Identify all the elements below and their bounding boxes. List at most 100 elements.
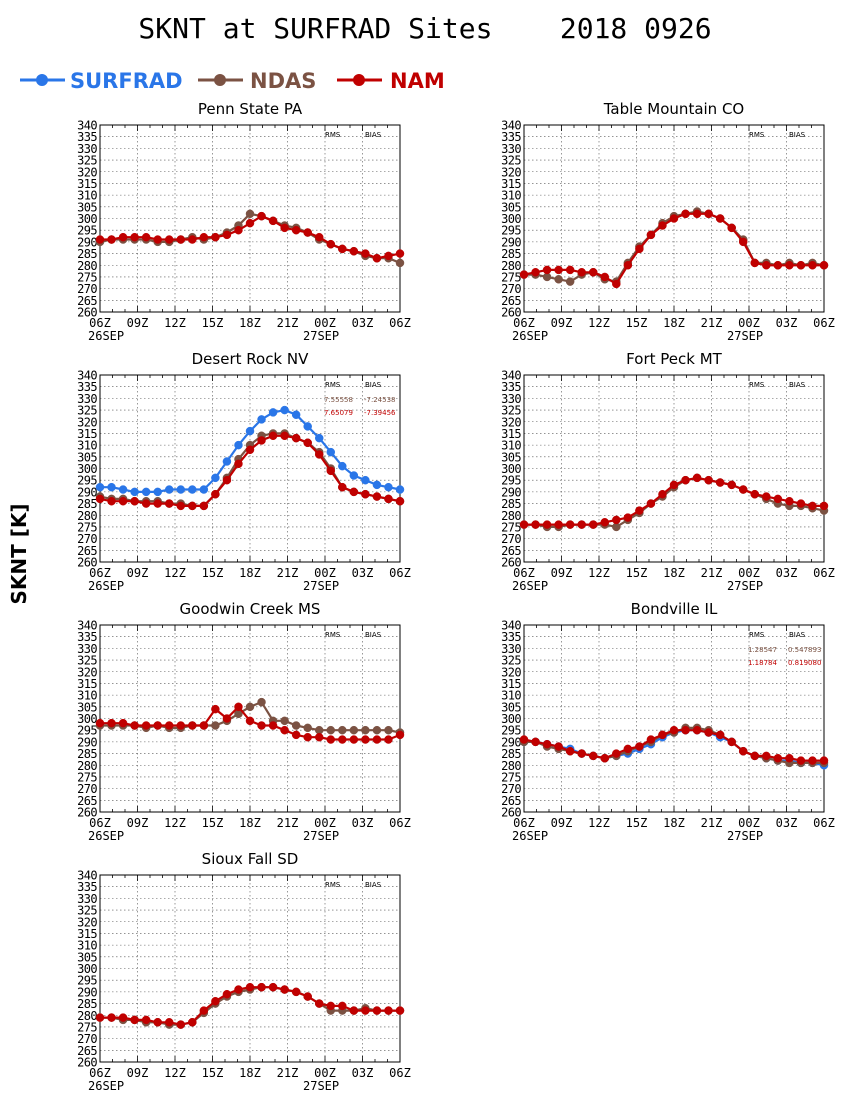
data-point-nam xyxy=(395,249,405,258)
x-tick-label: 15Z xyxy=(202,566,224,580)
data-point-nam xyxy=(646,230,656,240)
data-point-ndas xyxy=(280,716,289,726)
x-tick-label: 00Z xyxy=(738,566,760,580)
data-point-nam xyxy=(291,225,301,235)
data-point-nam xyxy=(808,501,817,511)
data-point-nam xyxy=(222,714,232,723)
data-point-nam xyxy=(291,730,301,740)
x-tick-label: 09Z xyxy=(551,316,573,330)
y-tick-label: 300 xyxy=(77,212,97,226)
page-title: SKNT at SURFRAD Sites 2018 0926 xyxy=(138,12,712,45)
data-point-nam xyxy=(600,753,610,763)
legend-item-nam: NAM xyxy=(337,69,445,93)
y-tick-label: 315 xyxy=(501,177,521,191)
data-point-nam xyxy=(326,735,336,744)
data-point-ndas xyxy=(395,258,405,268)
data-point-nam xyxy=(153,499,162,508)
data-point-nam xyxy=(542,265,552,275)
stats-header-rms: RMS xyxy=(325,881,341,889)
x-tick-label: 21Z xyxy=(277,816,299,830)
y-tick-label: 305 xyxy=(501,200,521,214)
y-tick-label: 290 xyxy=(77,735,97,749)
data-point-surfrad xyxy=(118,485,128,494)
data-point-nam xyxy=(291,987,301,997)
date-label: 26SEP xyxy=(512,829,548,843)
y-tick-label: 340 xyxy=(501,369,521,383)
chart-panel: Desert Rock NV26026527027528028529029530… xyxy=(77,350,411,593)
data-point-ndas xyxy=(291,721,301,730)
data-point-nam xyxy=(588,268,598,277)
y-tick-label: 305 xyxy=(77,450,97,464)
y-tick-label: 280 xyxy=(77,259,97,273)
x-tick-label: 18Z xyxy=(239,1066,261,1080)
y-tick-label: 340 xyxy=(77,119,97,133)
y-tick-label: 275 xyxy=(501,270,521,284)
y-tick-label: 295 xyxy=(501,224,521,238)
data-point-nam xyxy=(303,992,312,1001)
x-tick-label: 03Z xyxy=(776,816,798,830)
data-point-nam xyxy=(395,496,405,506)
data-point-nam xyxy=(658,730,667,740)
data-point-surfrad xyxy=(384,482,393,492)
y-tick-label: 300 xyxy=(77,462,97,476)
y-tick-label: 310 xyxy=(77,189,97,203)
x-tick-label: 03Z xyxy=(352,316,374,330)
data-point-nam xyxy=(704,728,713,737)
data-point-nam xyxy=(750,489,760,499)
data-point-ndas xyxy=(211,721,220,730)
y-tick-label: 335 xyxy=(501,380,521,394)
data-point-ndas xyxy=(338,725,347,735)
data-point-surfrad xyxy=(234,440,243,450)
stats-header-bias: BIAS xyxy=(365,131,382,139)
legend-item-surfrad: SURFRAD xyxy=(20,69,183,93)
date-label: 26SEP xyxy=(88,579,124,593)
data-point-nam xyxy=(314,450,324,459)
y-tick-label: 320 xyxy=(501,165,521,179)
y-tick-label: 270 xyxy=(77,1032,97,1046)
stats-header-rms: RMS xyxy=(325,131,341,139)
data-point-surfrad xyxy=(188,485,197,494)
data-point-nam xyxy=(750,258,760,268)
y-tick-label: 335 xyxy=(501,630,521,644)
x-tick-label: 21Z xyxy=(277,566,299,580)
y-tick-label: 330 xyxy=(77,392,97,406)
y-tick-label: 260 xyxy=(501,306,521,320)
y-tick-label: 330 xyxy=(77,142,97,156)
data-point-surfrad xyxy=(107,482,116,492)
data-point-nam xyxy=(612,279,621,289)
data-point-nam xyxy=(773,753,783,763)
y-tick-label: 310 xyxy=(77,439,97,453)
data-point-nam xyxy=(384,1006,393,1015)
x-tick-label: 06Z xyxy=(89,1066,111,1080)
data-point-nam xyxy=(280,725,289,735)
data-point-nam xyxy=(280,223,289,233)
data-point-nam xyxy=(819,501,829,511)
data-point-nam xyxy=(361,249,370,258)
data-point-nam xyxy=(268,721,278,730)
x-tick-label: 12Z xyxy=(164,1066,186,1080)
x-tick-label: 06Z xyxy=(89,566,111,580)
data-point-nam xyxy=(153,1018,162,1027)
x-tick-label: 03Z xyxy=(352,1066,374,1080)
y-tick-label: 270 xyxy=(77,532,97,546)
data-point-nam xyxy=(349,1006,359,1015)
data-point-nam xyxy=(211,704,220,714)
data-point-nam xyxy=(554,520,563,529)
data-point-nam xyxy=(600,272,610,282)
data-point-nam xyxy=(785,753,794,763)
y-tick-label: 270 xyxy=(501,282,521,296)
date-label: 26SEP xyxy=(88,1079,124,1093)
data-point-surfrad xyxy=(141,487,151,497)
x-tick-label: 09Z xyxy=(127,1066,149,1080)
data-point-nam xyxy=(211,232,220,242)
data-point-surfrad xyxy=(257,415,266,424)
y-tick-label: 310 xyxy=(501,689,521,703)
data-point-nam xyxy=(245,716,255,726)
data-point-nam xyxy=(141,1015,151,1025)
stats-header-bias: BIAS xyxy=(365,381,382,389)
x-tick-label: 21Z xyxy=(701,316,723,330)
legend-label: SURFRAD xyxy=(70,69,183,93)
data-point-nam xyxy=(646,735,656,744)
data-point-nam xyxy=(211,489,220,499)
